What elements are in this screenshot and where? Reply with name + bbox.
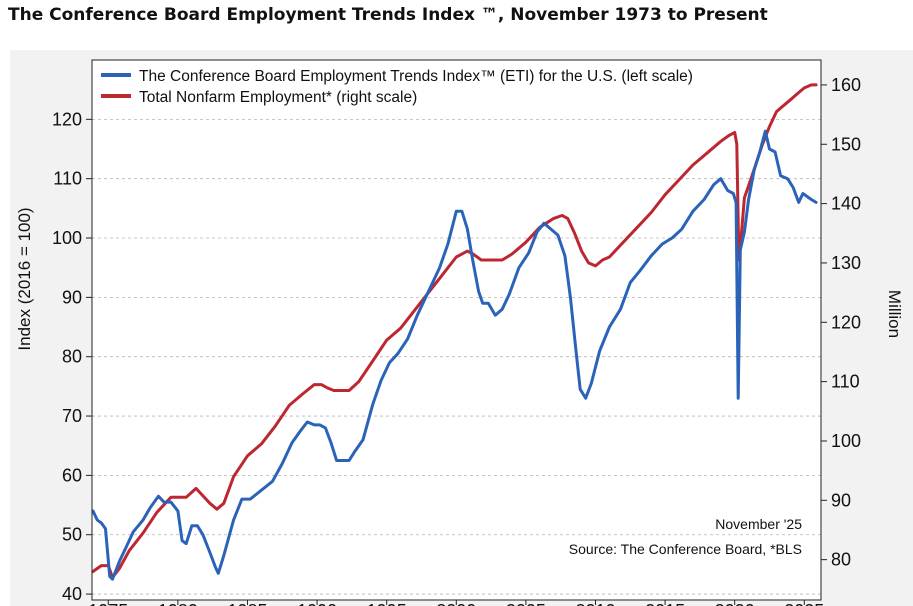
x-tick-label: 1990	[297, 601, 337, 606]
y-axis-left-title: Index (2016 = 100)	[15, 207, 34, 350]
y-left-tick-label: 50	[62, 525, 82, 545]
y-left-tick-label: 40	[62, 584, 82, 604]
annotation-date: November '25	[715, 516, 802, 532]
y-right-tick-label: 90	[831, 490, 851, 510]
employment-trends-chart: 40 50 60 70 80 90 100 110 120 80 90 100 110 120 130 140…	[15, 59, 904, 606]
x-tick-label: 2015	[645, 601, 685, 606]
y-right-tick-label: 140	[831, 194, 861, 214]
y-axis-right-title: Million	[885, 290, 904, 338]
chart-panel: 40 50 60 70 80 90 100 110 120 80 90 100 110 120 130 140…	[10, 50, 913, 606]
x-tick-label: 2010	[575, 601, 615, 606]
y-right-tick-label: 110	[831, 372, 860, 392]
page-title: The Conference Board Employment Trends I…	[8, 5, 768, 25]
axes: 40 50 60 70 80 90 100 110 120 80 90 100 110 120 130 140…	[52, 75, 861, 606]
y-left-tick-label: 120	[52, 109, 82, 129]
y-left-tick-label: 90	[62, 287, 82, 307]
x-tick-label: 1975	[88, 601, 128, 606]
y-right-tick-label: 130	[831, 253, 861, 273]
x-tick-label: 2000	[436, 601, 476, 606]
y-right-tick-label: 80	[831, 550, 851, 570]
y-left-tick-label: 70	[62, 406, 82, 426]
legend-label-eti: The Conference Board Employment Trends I…	[139, 68, 693, 85]
y-right-tick-label: 150	[831, 134, 861, 154]
legend-label-nonfarm: Total Nonfarm Employment* (right scale)	[139, 89, 417, 106]
x-tick-label: 2005	[506, 601, 546, 606]
source-note: Source: The Conference Board, *BLS	[569, 541, 802, 557]
y-left-tick-label: 100	[52, 228, 82, 248]
y-right-tick-label: 100	[831, 431, 861, 451]
y-left-tick-label: 60	[62, 465, 82, 485]
plot-frame	[91, 59, 822, 601]
x-tick-label: 2025	[784, 601, 824, 606]
y-left-tick-label: 80	[62, 347, 82, 367]
gridlines	[92, 118, 821, 595]
legend: The Conference Board Employment Trends I…	[101, 68, 693, 106]
x-tick-label: 1980	[158, 601, 198, 606]
plot-area	[92, 60, 821, 600]
y-right-tick-label: 160	[831, 75, 861, 95]
x-tick-label: 2020	[715, 601, 755, 606]
series-lines	[91, 83, 818, 581]
x-tick-label: 1995	[367, 601, 407, 606]
x-tick-label: 1985	[227, 601, 267, 606]
series-line-eti	[91, 129, 818, 581]
y-right-tick-label: 120	[831, 312, 861, 332]
y-left-tick-label: 110	[53, 169, 82, 189]
